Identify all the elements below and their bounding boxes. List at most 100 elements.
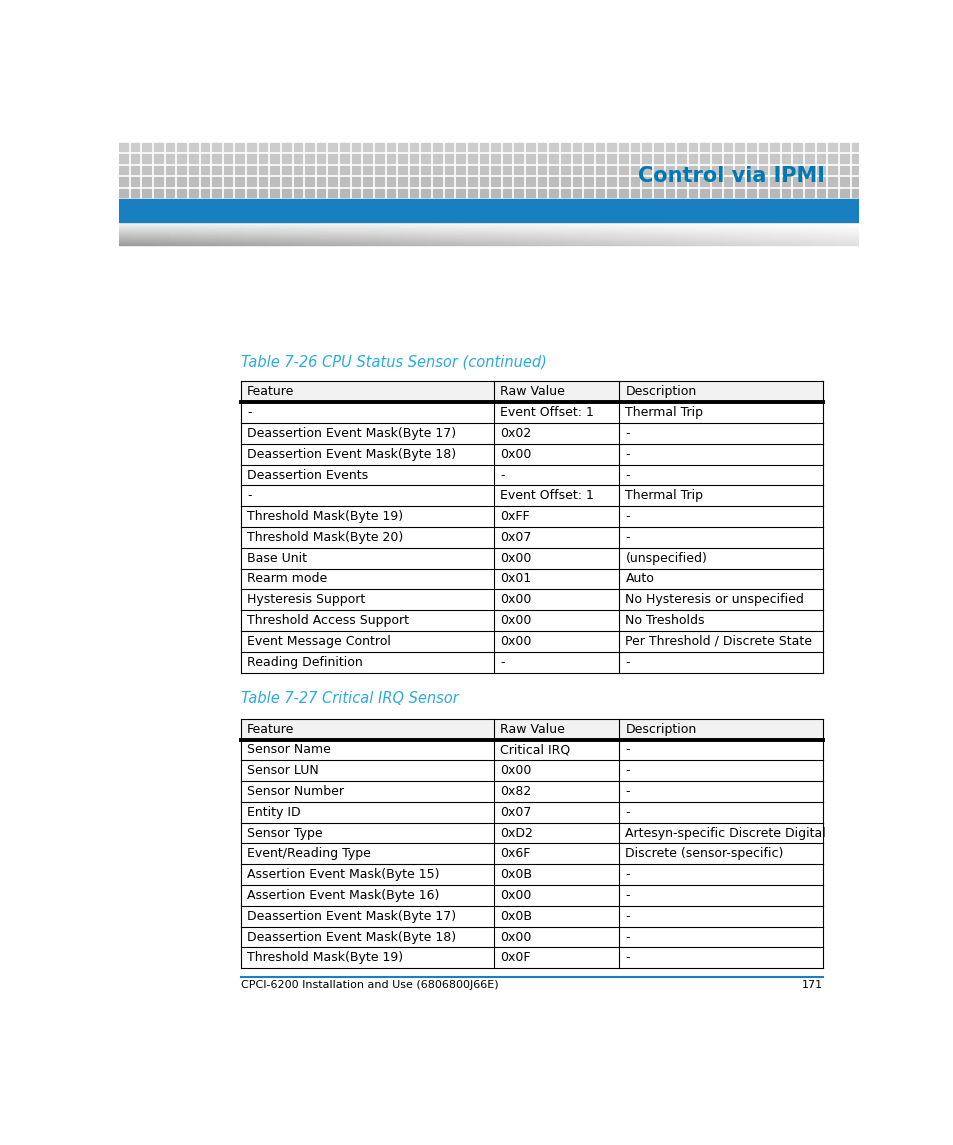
- Bar: [607, 143, 616, 151]
- Bar: [421, 166, 430, 174]
- Bar: [241, 885, 822, 906]
- Bar: [410, 189, 418, 197]
- Text: -: -: [247, 489, 252, 503]
- Bar: [241, 610, 822, 631]
- Bar: [816, 166, 824, 174]
- Bar: [200, 143, 209, 151]
- Bar: [224, 155, 233, 163]
- Bar: [386, 189, 395, 197]
- Bar: [316, 143, 325, 151]
- Text: Per Threshold / Discrete State: Per Threshold / Discrete State: [625, 634, 812, 648]
- Bar: [241, 381, 822, 402]
- Bar: [769, 143, 778, 151]
- Bar: [282, 189, 291, 197]
- Text: Discrete (sensor-specific): Discrete (sensor-specific): [625, 847, 783, 860]
- Bar: [654, 177, 661, 185]
- Bar: [514, 166, 522, 174]
- Bar: [305, 155, 314, 163]
- Bar: [397, 177, 406, 185]
- Bar: [502, 155, 511, 163]
- Text: -: -: [625, 531, 629, 544]
- Bar: [607, 177, 616, 185]
- Bar: [630, 166, 639, 174]
- Bar: [781, 177, 790, 185]
- Bar: [549, 177, 558, 185]
- Bar: [560, 177, 569, 185]
- Bar: [618, 189, 627, 197]
- Bar: [723, 189, 732, 197]
- Bar: [397, 189, 406, 197]
- Bar: [468, 177, 476, 185]
- Text: -: -: [625, 511, 629, 523]
- Bar: [166, 166, 174, 174]
- Bar: [241, 652, 822, 672]
- Bar: [258, 189, 267, 197]
- Text: Deassertion Event Mask(Byte 17): Deassertion Event Mask(Byte 17): [247, 427, 456, 440]
- Bar: [154, 166, 162, 174]
- Text: Description: Description: [625, 722, 696, 735]
- Bar: [816, 143, 824, 151]
- Bar: [421, 143, 430, 151]
- Text: 0x01: 0x01: [499, 572, 531, 585]
- Bar: [177, 166, 186, 174]
- Bar: [758, 155, 766, 163]
- Bar: [328, 177, 336, 185]
- Bar: [241, 823, 822, 844]
- Bar: [433, 166, 441, 174]
- Bar: [630, 155, 639, 163]
- Text: Sensor LUN: Sensor LUN: [247, 764, 318, 777]
- Bar: [665, 155, 674, 163]
- Text: Critical IRQ: Critical IRQ: [499, 743, 570, 757]
- Bar: [583, 155, 592, 163]
- Bar: [410, 166, 418, 174]
- Text: Assertion Event Mask(Byte 16): Assertion Event Mask(Byte 16): [247, 889, 439, 902]
- Bar: [189, 143, 197, 151]
- Bar: [421, 189, 430, 197]
- Bar: [224, 166, 233, 174]
- Bar: [514, 143, 522, 151]
- Text: -: -: [625, 764, 629, 777]
- Bar: [769, 166, 778, 174]
- Bar: [607, 155, 616, 163]
- Bar: [444, 155, 453, 163]
- Bar: [502, 143, 511, 151]
- Bar: [456, 155, 464, 163]
- Bar: [851, 177, 860, 185]
- Bar: [241, 569, 822, 590]
- Bar: [328, 143, 336, 151]
- Text: -: -: [625, 910, 629, 923]
- Bar: [282, 166, 291, 174]
- Bar: [769, 155, 778, 163]
- Bar: [119, 166, 128, 174]
- Bar: [282, 155, 291, 163]
- Bar: [537, 166, 546, 174]
- Bar: [804, 189, 813, 197]
- Bar: [212, 155, 220, 163]
- Bar: [241, 760, 822, 781]
- Bar: [746, 155, 755, 163]
- Bar: [340, 166, 348, 174]
- Text: Deassertion Event Mask(Byte 18): Deassertion Event Mask(Byte 18): [247, 931, 456, 943]
- Bar: [804, 166, 813, 174]
- Bar: [235, 189, 244, 197]
- Bar: [769, 177, 778, 185]
- Bar: [827, 155, 836, 163]
- Bar: [572, 166, 580, 174]
- Bar: [572, 177, 580, 185]
- Text: -: -: [625, 448, 629, 460]
- Bar: [352, 177, 360, 185]
- Text: Thermal Trip: Thermal Trip: [625, 489, 702, 503]
- Bar: [491, 177, 499, 185]
- Bar: [340, 177, 348, 185]
- Bar: [654, 189, 661, 197]
- Bar: [241, 926, 822, 947]
- Bar: [235, 177, 244, 185]
- Bar: [491, 189, 499, 197]
- Bar: [352, 143, 360, 151]
- Bar: [502, 166, 511, 174]
- Bar: [665, 143, 674, 151]
- Bar: [294, 189, 302, 197]
- Text: Threshold Mask(Byte 19): Threshold Mask(Byte 19): [247, 511, 403, 523]
- Bar: [328, 189, 336, 197]
- Bar: [781, 189, 790, 197]
